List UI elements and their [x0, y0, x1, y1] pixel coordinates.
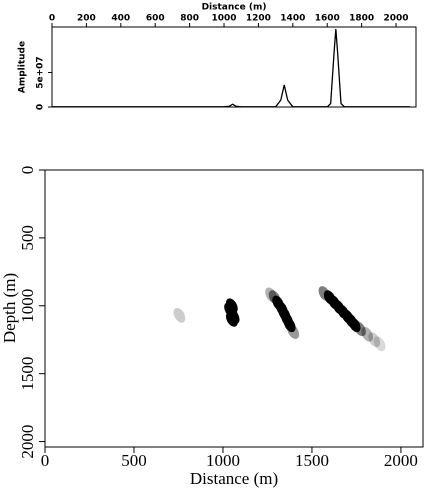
x-tick-label: 0: [49, 14, 55, 24]
amplitude-panel: Distance (m) Amplitude 0 200 400 600 800 1000…: [18, 3, 417, 110]
y-tick-label: 5e+07: [36, 56, 46, 88]
y-axis-title: Depth (m): [0, 273, 19, 343]
y-tick-label: 1000: [18, 289, 37, 323]
reflector-blob: [173, 307, 186, 323]
x-tick-label: 1600: [315, 14, 340, 24]
y-tick-label: 0: [36, 104, 46, 110]
x-tick-label: 1000: [206, 451, 240, 470]
x-tick-label: 2000: [384, 451, 418, 470]
x-tick-label: 400: [111, 14, 130, 24]
reflector-blob: [265, 287, 277, 303]
amplitude-line: [52, 29, 410, 108]
y-tick-label: 2000: [18, 425, 37, 459]
y-tick-label: 1500: [18, 357, 37, 391]
plot-frame: [51, 26, 417, 108]
y-tick-label: 500: [18, 225, 37, 251]
x-tick-label: 500: [121, 451, 147, 470]
x-axis-title: Distance (m): [202, 3, 267, 13]
x-tick-label: 600: [146, 14, 165, 24]
plot-frame: [44, 169, 424, 448]
reflector-blob: [368, 332, 381, 348]
reflector-blob: [361, 326, 374, 342]
reflector-blob: [354, 321, 366, 337]
reflector-blob: [268, 290, 281, 306]
x-tick-label: 800: [180, 14, 199, 24]
y-axis-title: Amplitude: [18, 41, 28, 93]
reflector-blob: [287, 324, 300, 339]
reflector-blob: [318, 286, 331, 301]
reflector-blob: [227, 309, 240, 325]
x-tick-label: 1800: [349, 14, 374, 24]
x-axis-title: Distance (m): [190, 469, 278, 488]
x-tick-label: 2000: [384, 14, 409, 24]
x-tick-label: 1000: [211, 14, 236, 24]
reflector-blob: [373, 336, 386, 352]
depth-panel: Distance (m) Depth (m) 0 500 1000 1500 20000…: [0, 166, 424, 488]
x-tick-label: 0: [41, 451, 50, 470]
x-tick-label: 200: [77, 14, 96, 24]
x-tick-label: 1200: [246, 14, 271, 24]
reflector-blob: [283, 317, 296, 333]
x-tick-label: 1500: [295, 451, 329, 470]
x-tick-label: 1400: [280, 14, 305, 24]
y-tick-label: 0: [18, 166, 37, 175]
